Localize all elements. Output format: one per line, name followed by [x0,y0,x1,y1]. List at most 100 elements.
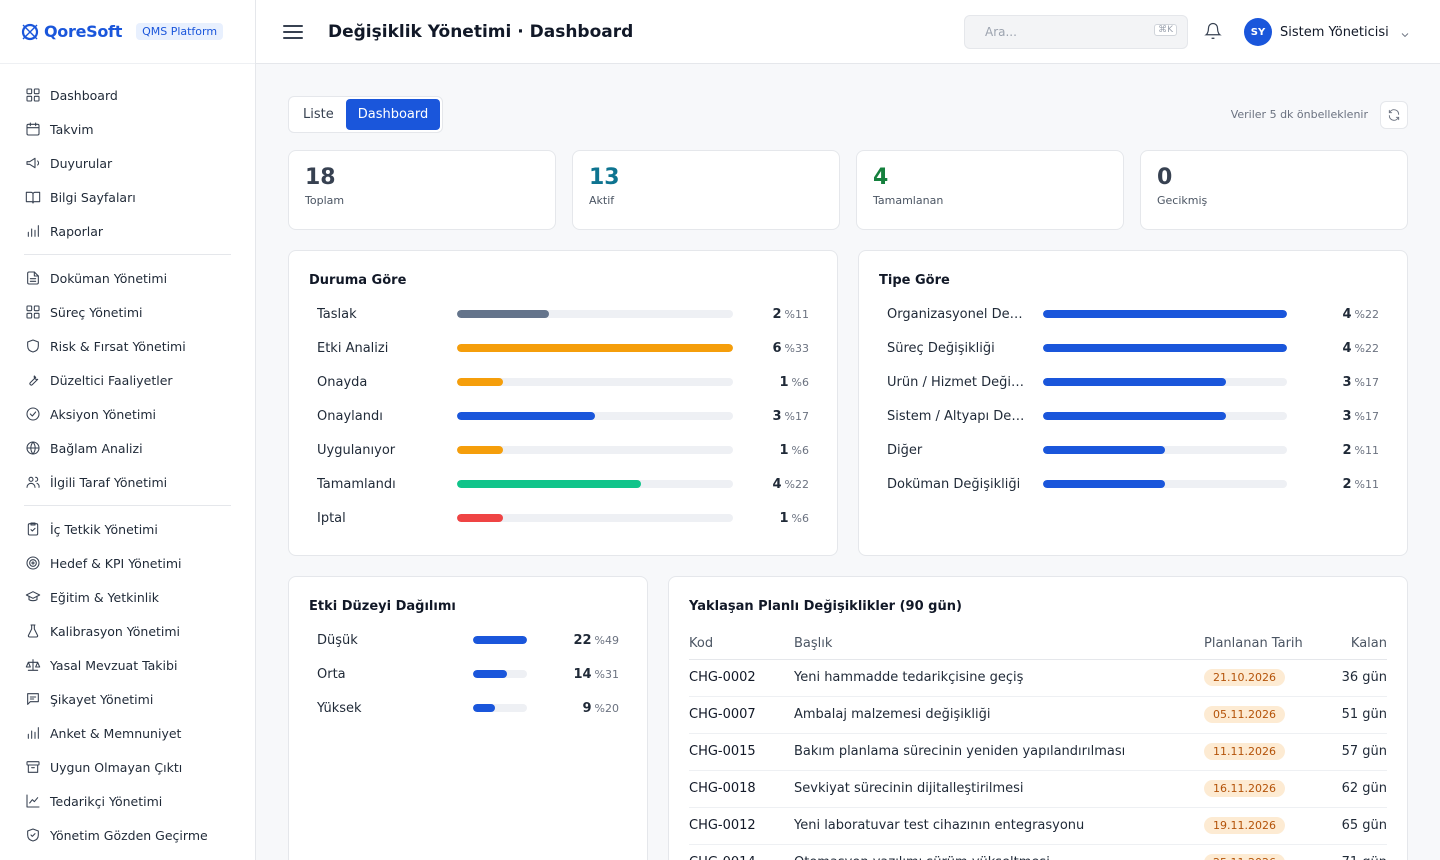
table-row[interactable]: CHG-0014Otomasyon yazılımı sürüm yükselt… [689,844,1387,860]
bar-label: Tamamlandı [317,476,396,492]
stat-value: 0 [1157,165,1173,190]
bar-value: 14 %31 [573,667,619,682]
cell-title[interactable]: Yeni laboratuvar test cihazının entegras… [794,807,1204,845]
column-header-code[interactable]: Kod [689,629,794,660]
bar-count: 3 [772,408,782,424]
sidebar-item-label: Doküman Yönetimi [50,270,168,286]
cell-code[interactable]: CHG-0014 [689,844,794,860]
table-row[interactable]: CHG-0015 Bakım planlama sürecinin yeniden… [689,733,1387,771]
bar-row: İptal 1 %6 [317,508,809,528]
sidebar-item-uygun-olmayan-kt[interactable]: Uygun Olmayan Çıktı [24,750,231,784]
sidebar-item-risk-f-rsat-y-netimi[interactable]: Risk & Fırsat Yönetimi [24,329,231,363]
column-header-title[interactable]: Başlık [794,629,1204,660]
sidebar-item-takvim[interactable]: Takvim [24,112,231,146]
cell-title[interactable]: Bakım planlama sürecinin yeniden yapılan… [794,733,1204,771]
sidebar-item-label: Yönetim Gözden Geçirme [50,827,208,843]
sidebar-item-dok-man-y-netimi[interactable]: Doküman Yönetimi [24,261,231,295]
sidebar-item-e-itim-yetkinlik[interactable]: Eğitim & Yetkinlik [24,580,231,614]
cache-note: Veriler 5 dk önbelleklenir [1230,108,1368,121]
search-input[interactable] [985,25,1135,39]
bar-track [1043,344,1287,352]
sidebar-item-i-tetkik-y-netimi[interactable]: İç Tetkik Yönetimi [24,512,231,546]
table-row[interactable]: CHG-0002 Yeni hammadde tedarikçisine geçi… [689,659,1387,697]
topbar: Değişiklik Yönetimi · Dashboard ⌘K SY Si… [256,0,1440,64]
cell-code[interactable]: CHG-0007 [689,696,794,734]
refresh-button[interactable] [1380,101,1408,129]
sidebar-divider [24,254,231,255]
bar-percent: %11 [784,307,809,321]
bar-label: Diğer [887,442,923,458]
bar-fill [1043,310,1287,318]
bar-percent: %49 [594,633,619,647]
shield-check-icon [24,826,42,844]
notifications-bell-icon[interactable] [1204,22,1224,42]
bar-count: 4 [1342,340,1352,356]
tab-list[interactable]: Liste [303,107,334,122]
user-menu[interactable]: SY Sistem Yöneticisi [1244,18,1411,46]
bar-fill [457,378,503,386]
bar-fill [457,514,503,522]
sidebar-item-yasal-mevzuat-takibi[interactable]: Yasal Mevzuat Takibi [24,648,231,682]
cell-code[interactable]: CHG-0012 [689,807,794,845]
sidebar-item-duyurular[interactable]: Duyurular [24,146,231,180]
cell-code[interactable]: CHG-0018 [689,770,794,808]
sidebar-item-label: Yasal Mevzuat Takibi [50,657,178,673]
sidebar-item-bilgi-sayfalar[interactable]: Bilgi Sayfaları [24,180,231,214]
bar-percent: %33 [784,341,809,355]
sidebar-item-label: Anket & Memnuniyet [50,725,182,741]
bar-fill [473,704,496,712]
hamburger-menu-icon[interactable] [283,22,303,42]
sidebar-item-d-zeltici-faaliyetler[interactable]: Düzeltici Faaliyetler [24,363,231,397]
bar-fill [473,636,527,644]
sidebar: QoreSoft QMS Platform Dashboard Takvim Duy… [0,0,256,860]
bar-label: Onaylandı [317,408,383,424]
table-row[interactable]: CHG-0012 Yeni laboratuvar test cihazının … [689,807,1387,845]
table-row[interactable]: CHG-0018 Sevkiyat sürecinin dijitalleştir… [689,770,1387,808]
bar-label: Sistem / Altyapı Deği... [887,408,1027,424]
sidebar-item-ikayet-y-netimi[interactable]: Şikayet Yönetimi [24,682,231,716]
bar-value: 1 %6 [780,375,810,390]
search-box[interactable]: ⌘K [964,15,1188,49]
sidebar-item-y-netim-g-zden-ge-irme[interactable]: Yönetim Gözden Geçirme [24,818,231,852]
sidebar-item-anket-memnuniyet[interactable]: Anket & Memnuniyet [24,716,231,750]
column-header-remaining[interactable]: Kalan [1317,629,1387,660]
bar-label: Yüksek [317,700,362,716]
tab-dashboard[interactable]: Dashboard [345,99,441,130]
shield-icon [24,337,42,355]
bar-track [1043,310,1287,318]
date-badge: 16.11.2026 [1204,780,1285,797]
sidebar-divider [24,505,231,506]
sidebar-item-i-lgili-taraf-y-netimi[interactable]: İlgili Taraf Yönetimi [24,465,231,499]
date-badge: 19.11.2026 [1204,817,1285,834]
sidebar-item-hedef-kpi-y-netimi[interactable]: Hedef & KPI Yönetimi [24,546,231,580]
cell-title[interactable]: Sevkiyat sürecinin dijitalleştirilmesi [794,770,1204,808]
sidebar-item-dashboard[interactable]: Dashboard [24,78,231,112]
bar-label: İptal [317,510,346,526]
cell-title[interactable]: Yeni hammadde tedarikçisine geçiş [794,659,1204,697]
by-status-card: Duruma Göre Taslak 2 %11 Etki Analizi 6 %33 On… [288,250,838,556]
date-badge: 25.11.2026 [1204,854,1285,860]
planned-changes-table: Kod Başlık Planlanan Tarih Kalan CHG-000… [689,629,1387,860]
sidebar-item-aksiyon-y-netimi[interactable]: Aksiyon Yönetimi [24,397,231,431]
sidebar-item-kalibrasyon-y-netimi[interactable]: Kalibrasyon Yönetimi [24,614,231,648]
cell-title[interactable]: Otomasyon yazılımı sürüm yükseltmesi [794,844,1204,860]
bar-row: Düşük 22 %49 [317,630,619,650]
bar-fill [1043,480,1165,488]
brand[interactable]: QoreSoft QMS Platform [0,0,255,64]
cell-remaining: 62 gün [1317,770,1387,808]
cell-title[interactable]: Ambalaj malzemesi değişikliği [794,696,1204,734]
column-header-date[interactable]: Planlanan Tarih [1204,629,1317,660]
sidebar-item-s-re-y-netimi[interactable]: Süreç Yönetimi [24,295,231,329]
bar-track [473,670,527,678]
bar-fill [457,480,641,488]
stat-value: 13 [589,165,620,190]
sidebar-item-raporlar[interactable]: Raporlar [24,214,231,248]
table-row[interactable]: CHG-0007 Ambalaj malzemesi değişikliği 05.… [689,696,1387,734]
sidebar-item-ba-lam-analizi[interactable]: Bağlam Analizi [24,431,231,465]
cell-code[interactable]: CHG-0015 [689,733,794,771]
bar-value: 3 %17 [773,409,810,424]
sidebar-item-label: Duyurular [50,155,113,171]
sidebar-item-tedarik-i-y-netimi[interactable]: Tedarikçi Yönetimi [24,784,231,818]
bar-percent: %17 [1354,375,1379,389]
cell-code[interactable]: CHG-0002 [689,659,794,697]
